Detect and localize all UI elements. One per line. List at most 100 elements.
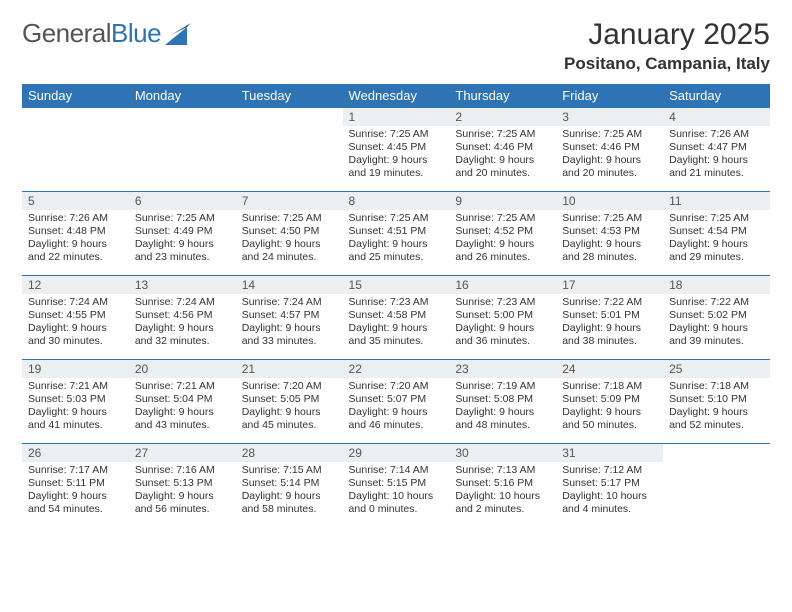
sunrise-text: Sunrise: 7:13 AM xyxy=(455,464,550,477)
day-data: Sunrise: 7:17 AMSunset: 5:11 PMDaylight:… xyxy=(22,462,129,521)
day-number: 20 xyxy=(129,360,236,378)
sunrise-text: Sunrise: 7:18 AM xyxy=(562,380,657,393)
sunrise-text: Sunrise: 7:21 AM xyxy=(135,380,230,393)
sunrise-text: Sunrise: 7:16 AM xyxy=(135,464,230,477)
daylight-text: Daylight: 9 hours and 39 minutes. xyxy=(669,322,764,348)
day-number: 21 xyxy=(236,360,343,378)
calendar-day-cell: 31Sunrise: 7:12 AMSunset: 5:17 PMDayligh… xyxy=(556,444,663,528)
day-data: Sunrise: 7:24 AMSunset: 4:55 PMDaylight:… xyxy=(22,294,129,353)
page-subtitle: Positano, Campania, Italy xyxy=(564,54,770,74)
sunrise-text: Sunrise: 7:25 AM xyxy=(135,212,230,225)
sunrise-text: Sunrise: 7:24 AM xyxy=(242,296,337,309)
sunrise-text: Sunrise: 7:12 AM xyxy=(562,464,657,477)
day-header: Thursday xyxy=(449,84,556,108)
sunset-text: Sunset: 4:46 PM xyxy=(562,141,657,154)
day-number: 4 xyxy=(663,108,770,126)
sunrise-text: Sunrise: 7:20 AM xyxy=(349,380,444,393)
sunset-text: Sunset: 4:47 PM xyxy=(669,141,764,154)
sunrise-text: Sunrise: 7:25 AM xyxy=(562,128,657,141)
day-number: 29 xyxy=(343,444,450,462)
day-number: 25 xyxy=(663,360,770,378)
day-number: 30 xyxy=(449,444,556,462)
daylight-text: Daylight: 9 hours and 43 minutes. xyxy=(135,406,230,432)
day-number: 9 xyxy=(449,192,556,210)
sunset-text: Sunset: 4:48 PM xyxy=(28,225,123,238)
calendar-day-cell: 30Sunrise: 7:13 AMSunset: 5:16 PMDayligh… xyxy=(449,444,556,528)
sunrise-text: Sunrise: 7:25 AM xyxy=(669,212,764,225)
logo: GeneralBlue xyxy=(22,18,191,49)
sunset-text: Sunset: 4:55 PM xyxy=(28,309,123,322)
day-number: 19 xyxy=(22,360,129,378)
calendar-day-cell: .. xyxy=(663,444,770,528)
day-header: Sunday xyxy=(22,84,129,108)
sunset-text: Sunset: 4:54 PM xyxy=(669,225,764,238)
calendar-day-cell: 23Sunrise: 7:19 AMSunset: 5:08 PMDayligh… xyxy=(449,360,556,444)
sunset-text: Sunset: 4:56 PM xyxy=(135,309,230,322)
calendar-week-row: 12Sunrise: 7:24 AMSunset: 4:55 PMDayligh… xyxy=(22,276,770,360)
day-number: 1 xyxy=(343,108,450,126)
calendar-day-cell: 21Sunrise: 7:20 AMSunset: 5:05 PMDayligh… xyxy=(236,360,343,444)
calendar-day-cell: 14Sunrise: 7:24 AMSunset: 4:57 PMDayligh… xyxy=(236,276,343,360)
calendar-body: ......1Sunrise: 7:25 AMSunset: 4:45 PMDa… xyxy=(22,108,770,528)
calendar-day-cell: .. xyxy=(236,108,343,192)
sunset-text: Sunset: 5:13 PM xyxy=(135,477,230,490)
day-number: 17 xyxy=(556,276,663,294)
daylight-text: Daylight: 9 hours and 54 minutes. xyxy=(28,490,123,516)
calendar-day-cell: .. xyxy=(22,108,129,192)
calendar-day-cell: 11Sunrise: 7:25 AMSunset: 4:54 PMDayligh… xyxy=(663,192,770,276)
daylight-text: Daylight: 9 hours and 52 minutes. xyxy=(669,406,764,432)
calendar-day-cell: 9Sunrise: 7:25 AMSunset: 4:52 PMDaylight… xyxy=(449,192,556,276)
calendar-table: SundayMondayTuesdayWednesdayThursdayFrid… xyxy=(22,84,770,528)
sunset-text: Sunset: 4:57 PM xyxy=(242,309,337,322)
day-header: Wednesday xyxy=(343,84,450,108)
sunrise-text: Sunrise: 7:25 AM xyxy=(455,212,550,225)
day-header: Monday xyxy=(129,84,236,108)
sunset-text: Sunset: 5:14 PM xyxy=(242,477,337,490)
sunrise-text: Sunrise: 7:14 AM xyxy=(349,464,444,477)
calendar-day-cell: 19Sunrise: 7:21 AMSunset: 5:03 PMDayligh… xyxy=(22,360,129,444)
calendar-day-cell: .. xyxy=(129,108,236,192)
calendar-day-cell: 24Sunrise: 7:18 AMSunset: 5:09 PMDayligh… xyxy=(556,360,663,444)
sunset-text: Sunset: 4:45 PM xyxy=(349,141,444,154)
calendar-page: GeneralBlue January 2025 Positano, Campa… xyxy=(0,0,792,546)
calendar-day-cell: 3Sunrise: 7:25 AMSunset: 4:46 PMDaylight… xyxy=(556,108,663,192)
day-number: 16 xyxy=(449,276,556,294)
calendar-day-cell: 1Sunrise: 7:25 AMSunset: 4:45 PMDaylight… xyxy=(343,108,450,192)
sunrise-text: Sunrise: 7:15 AM xyxy=(242,464,337,477)
day-number: 23 xyxy=(449,360,556,378)
calendar-day-cell: 4Sunrise: 7:26 AMSunset: 4:47 PMDaylight… xyxy=(663,108,770,192)
daylight-text: Daylight: 9 hours and 28 minutes. xyxy=(562,238,657,264)
daylight-text: Daylight: 9 hours and 33 minutes. xyxy=(242,322,337,348)
day-data: Sunrise: 7:25 AMSunset: 4:54 PMDaylight:… xyxy=(663,210,770,269)
sunset-text: Sunset: 5:01 PM xyxy=(562,309,657,322)
day-data: Sunrise: 7:21 AMSunset: 5:04 PMDaylight:… xyxy=(129,378,236,437)
day-number: 11 xyxy=(663,192,770,210)
daylight-text: Daylight: 9 hours and 22 minutes. xyxy=(28,238,123,264)
sunset-text: Sunset: 5:00 PM xyxy=(455,309,550,322)
day-data: Sunrise: 7:25 AMSunset: 4:46 PMDaylight:… xyxy=(556,126,663,185)
logo-text-2: Blue xyxy=(111,18,161,48)
day-data: Sunrise: 7:25 AMSunset: 4:51 PMDaylight:… xyxy=(343,210,450,269)
logo-text: GeneralBlue xyxy=(22,18,161,49)
day-number: 10 xyxy=(556,192,663,210)
sunset-text: Sunset: 5:04 PM xyxy=(135,393,230,406)
calendar-day-cell: 17Sunrise: 7:22 AMSunset: 5:01 PMDayligh… xyxy=(556,276,663,360)
sunrise-text: Sunrise: 7:20 AM xyxy=(242,380,337,393)
daylight-text: Daylight: 9 hours and 36 minutes. xyxy=(455,322,550,348)
day-data: Sunrise: 7:26 AMSunset: 4:48 PMDaylight:… xyxy=(22,210,129,269)
day-number: 13 xyxy=(129,276,236,294)
header: GeneralBlue January 2025 Positano, Campa… xyxy=(22,18,770,74)
calendar-day-cell: 28Sunrise: 7:15 AMSunset: 5:14 PMDayligh… xyxy=(236,444,343,528)
sunrise-text: Sunrise: 7:25 AM xyxy=(349,128,444,141)
sunrise-text: Sunrise: 7:18 AM xyxy=(669,380,764,393)
daylight-text: Daylight: 9 hours and 25 minutes. xyxy=(349,238,444,264)
sunset-text: Sunset: 4:50 PM xyxy=(242,225,337,238)
day-header-row: SundayMondayTuesdayWednesdayThursdayFrid… xyxy=(22,84,770,108)
day-data: Sunrise: 7:25 AMSunset: 4:46 PMDaylight:… xyxy=(449,126,556,185)
daylight-text: Daylight: 9 hours and 35 minutes. xyxy=(349,322,444,348)
day-header: Saturday xyxy=(663,84,770,108)
sunset-text: Sunset: 5:05 PM xyxy=(242,393,337,406)
day-data: Sunrise: 7:24 AMSunset: 4:56 PMDaylight:… xyxy=(129,294,236,353)
calendar-day-cell: 15Sunrise: 7:23 AMSunset: 4:58 PMDayligh… xyxy=(343,276,450,360)
title-block: January 2025 Positano, Campania, Italy xyxy=(564,18,770,74)
